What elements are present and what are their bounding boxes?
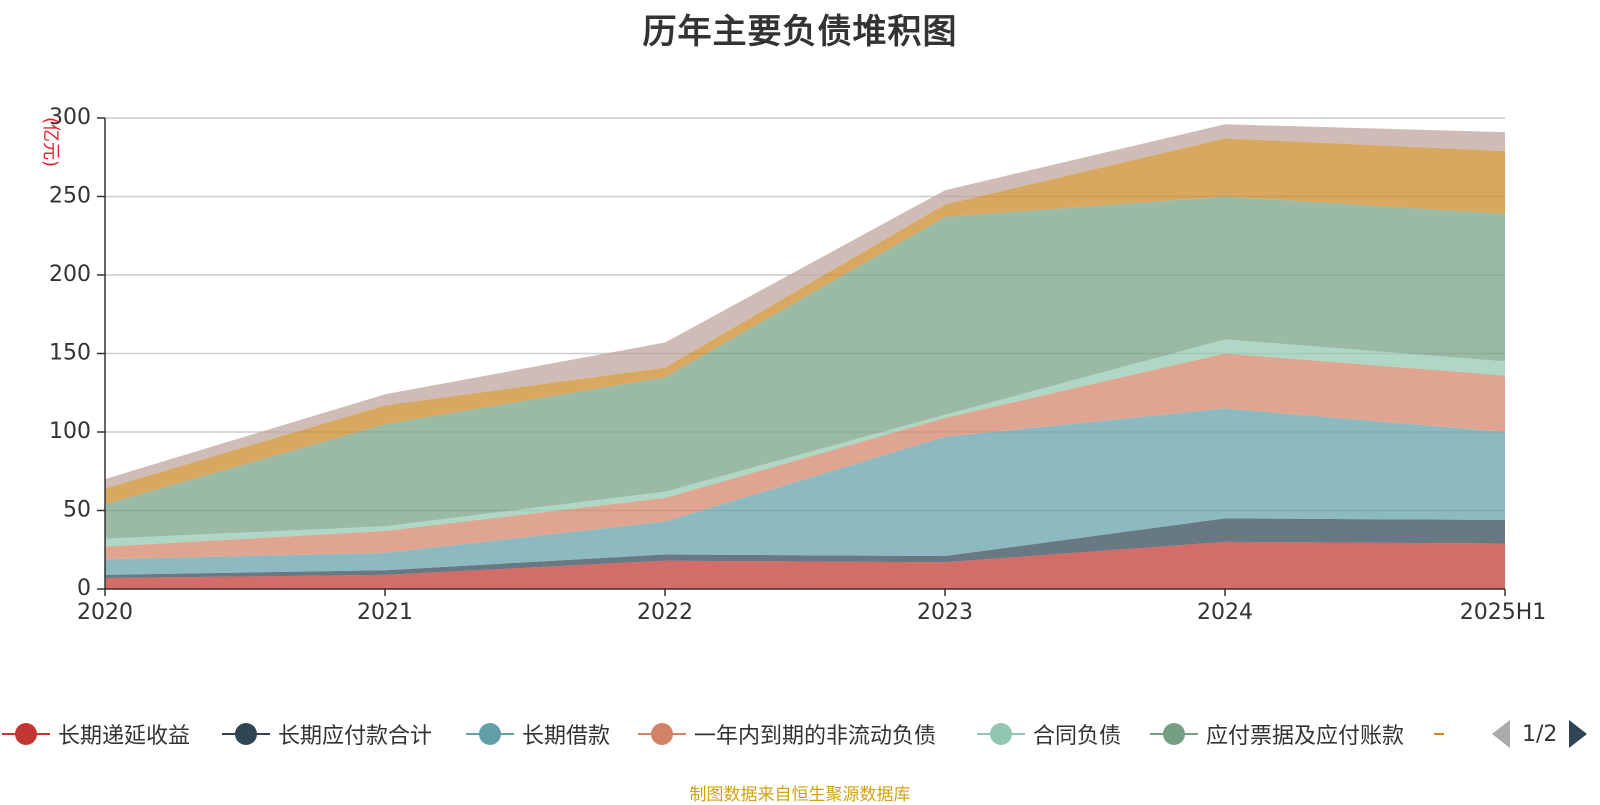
area-series-0 <box>105 541 1505 589</box>
area-series-1 <box>105 518 1505 578</box>
chart-title: 历年主要负债堆积图 <box>642 12 958 52</box>
legend-label: 长期借款 <box>522 724 611 749</box>
legend-marker-icon <box>636 718 688 750</box>
x-tick-label: 2023 <box>917 600 973 625</box>
legend-item[interactable] <box>1432 718 1452 750</box>
legend-marker-icon <box>1432 718 1452 750</box>
y-tick-label: 200 <box>49 262 91 287</box>
area-series <box>105 124 1505 589</box>
x-tick-label: 2025H1 <box>1460 600 1547 625</box>
legend-item[interactable]: 长期递延收益 <box>0 718 190 750</box>
area-series-4 <box>105 339 1505 547</box>
y-tick-label: 150 <box>49 341 91 366</box>
y-tick-label: 300 <box>49 105 91 130</box>
x-tick-label: 2022 <box>637 600 693 625</box>
legend-item[interactable]: 应付票据及应付账款 <box>1148 718 1404 750</box>
x-tick-label: 2020 <box>77 600 133 625</box>
data-source-note: 制图数据来自恒生聚源数据库 <box>689 785 911 805</box>
legend-item[interactable]: 合同负债 <box>975 718 1121 750</box>
area-series-6 <box>105 138 1505 505</box>
legend-label: 合同负债 <box>1033 724 1122 749</box>
legend-prev-page-icon[interactable] <box>1492 720 1510 748</box>
y-tick-label: 50 <box>63 498 91 523</box>
x-tick-label: 2021 <box>357 600 413 625</box>
legend-label: 一年内到期的非流动负债 <box>694 724 937 749</box>
legend-label: 应付票据及应付账款 <box>1206 724 1405 749</box>
legend-pager: 1/2 <box>1492 718 1588 750</box>
y-tick-label: 250 <box>49 184 91 209</box>
legend-next-page-icon[interactable] <box>1569 720 1588 748</box>
legend-item[interactable]: 长期应付款合计 <box>220 718 432 750</box>
legend-label: 长期递延收益 <box>58 724 191 749</box>
legend-marker-icon <box>220 718 272 750</box>
legend-marker-icon <box>0 718 52 750</box>
x-tick-label: 2024 <box>1197 600 1253 625</box>
area-series-2 <box>105 408 1505 575</box>
legend-marker-icon <box>975 718 1027 750</box>
y-tick-label: 100 <box>49 419 91 444</box>
area-series-5 <box>105 196 1505 539</box>
legend-item[interactable]: 一年内到期的非流动负债 <box>636 718 936 750</box>
axes: 0 50 100 150 200 250 300 2020 2021 2022 2023 2024 20… <box>49 105 1546 625</box>
legend: 长期递延收益 长期应付款合计 长期借款 一年内到期的非流动负债 合同负债 应付票据及应付账… <box>0 718 1600 750</box>
area-series-3 <box>105 353 1505 560</box>
legend-label: 长期应付款合计 <box>278 724 433 749</box>
y-tick-label: 0 <box>77 576 91 601</box>
legend-marker-icon <box>1148 718 1200 750</box>
legend-marker-icon <box>464 718 516 750</box>
legend-page-indicator: 1/2 <box>1522 721 1558 747</box>
legend-item[interactable]: 长期借款 <box>464 718 610 750</box>
y-unit-label: (亿元) <box>40 117 61 167</box>
